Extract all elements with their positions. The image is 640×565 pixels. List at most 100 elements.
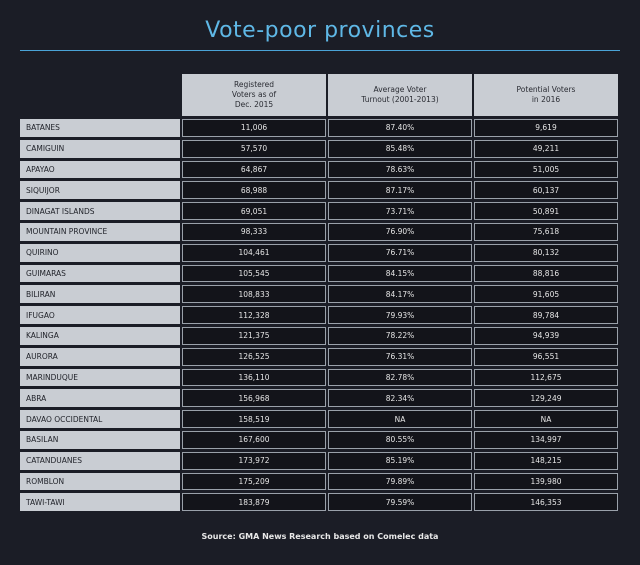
table-row: DINAGAT ISLANDS 69,051 73.71% 50,891: [20, 202, 618, 220]
table-row: QUIRINO 104,461 76.71% 80,132: [20, 243, 618, 262]
voter-turnout-cell: 78.22%: [328, 326, 472, 345]
voter-turnout-cell: 84.17%: [328, 285, 472, 304]
table-row: MOUNTAIN PROVINCE 98,333 76.90% 75,618: [20, 222, 618, 241]
potential-voters-cell: 112,675: [474, 368, 618, 387]
potential-voters-cell: 129,249: [474, 389, 618, 408]
registered-voters-cell: 112,328: [182, 306, 326, 324]
potential-voters-cell: 50,891: [474, 202, 618, 220]
province-name-cell: BILIRAN: [20, 285, 180, 304]
potential-voters-cell: NA: [474, 410, 618, 428]
province-name-cell: MOUNTAIN PROVINCE: [20, 222, 180, 241]
potential-voters-cell: 96,551: [474, 347, 618, 366]
page-title: Vote-poor provinces: [205, 18, 435, 43]
potential-voters-cell: 146,353: [474, 493, 618, 512]
registered-voters-cell: 68,988: [182, 181, 326, 200]
province-name-cell: GUIMARAS: [20, 264, 180, 283]
province-name-cell: DAVAO OCCIDENTAL: [20, 410, 180, 428]
voter-turnout-cell: 79.59%: [328, 493, 472, 512]
potential-voters-cell: 91,605: [474, 285, 618, 304]
column-header-turnout: Average Voter Turnout (2001-2013): [328, 74, 472, 116]
title-underline: [20, 50, 620, 51]
voter-turnout-cell: 82.78%: [328, 368, 472, 387]
voter-turnout-cell: 76.31%: [328, 347, 472, 366]
province-name-cell: CAMIGUIN: [20, 139, 180, 158]
province-name-cell: TAWI-TAWI: [20, 493, 180, 512]
potential-voters-cell: 88,816: [474, 264, 618, 283]
potential-voters-cell: 9,619: [474, 119, 618, 137]
registered-voters-cell: 11,006: [182, 119, 326, 137]
potential-voters-cell: 51,005: [474, 160, 618, 179]
voter-turnout-cell: 85.19%: [328, 451, 472, 470]
table-row: IFUGAO 112,328 79.93% 89,784: [20, 306, 618, 324]
table-row: BILIRAN 108,833 84.17% 91,605: [20, 285, 618, 304]
table-row: GUIMARAS 105,545 84.15% 88,816: [20, 264, 618, 283]
registered-voters-cell: 104,461: [182, 243, 326, 262]
potential-voters-cell: 94,939: [474, 326, 618, 345]
potential-voters-cell: 49,211: [474, 139, 618, 158]
table-row: CATANDUANES 173,972 85.19% 148,215: [20, 451, 618, 470]
potential-voters-cell: 75,618: [474, 222, 618, 241]
voter-turnout-cell: 87.17%: [328, 181, 472, 200]
voter-turnout-cell: 79.89%: [328, 472, 472, 491]
potential-voters-cell: 134,997: [474, 430, 618, 449]
table-body: BATANES 11,006 87.40% 9,619 CAMIGUIN 57,570 85…: [20, 119, 618, 512]
province-name-cell: MARINDUQUE: [20, 368, 180, 387]
registered-voters-cell: 175,209: [182, 472, 326, 491]
registered-voters-cell: 57,570: [182, 139, 326, 158]
province-name-cell: KALINGA: [20, 326, 180, 345]
province-name-cell: ROMBLON: [20, 472, 180, 491]
table-row: AURORA 126,525 76.31% 96,551: [20, 347, 618, 366]
voter-turnout-cell: 79.93%: [328, 306, 472, 324]
voter-turnout-cell: 80.55%: [328, 430, 472, 449]
table-row: APAYAO 64,867 78.63% 51,005: [20, 160, 618, 179]
registered-voters-cell: 121,375: [182, 326, 326, 345]
table-row: ABRA 156,968 82.34% 129,249: [20, 389, 618, 408]
voter-turnout-cell: 76.90%: [328, 222, 472, 241]
province-name-cell: BASILAN: [20, 430, 180, 449]
table-row: ROMBLON 175,209 79.89% 139,980: [20, 472, 618, 491]
voter-turnout-cell: 85.48%: [328, 139, 472, 158]
registered-voters-cell: 69,051: [182, 202, 326, 220]
registered-voters-cell: 173,972: [182, 451, 326, 470]
header-corner: [20, 74, 180, 116]
table-row: DAVAO OCCIDENTAL 158,519 NA NA: [20, 410, 618, 428]
table-row: BATANES 11,006 87.40% 9,619: [20, 119, 618, 137]
table-row: TAWI-TAWI 183,879 79.59% 146,353: [20, 493, 618, 512]
vote-poor-table: Registered Voters as of Dec. 2015 Averag…: [18, 71, 620, 514]
registered-voters-cell: 64,867: [182, 160, 326, 179]
potential-voters-cell: 80,132: [474, 243, 618, 262]
registered-voters-cell: 183,879: [182, 493, 326, 512]
registered-voters-cell: 98,333: [182, 222, 326, 241]
potential-voters-cell: 89,784: [474, 306, 618, 324]
table-row: MARINDUQUE 136,110 82.78% 112,675: [20, 368, 618, 387]
province-name-cell: ABRA: [20, 389, 180, 408]
province-name-cell: SIQUIJOR: [20, 181, 180, 200]
potential-voters-cell: 139,980: [474, 472, 618, 491]
source-note: Source: GMA News Research based on Comel…: [201, 532, 439, 541]
province-name-cell: QUIRINO: [20, 243, 180, 262]
header-row: Registered Voters as of Dec. 2015 Averag…: [20, 74, 618, 116]
province-name-cell: DINAGAT ISLANDS: [20, 202, 180, 220]
voter-turnout-cell: 76.71%: [328, 243, 472, 262]
registered-voters-cell: 156,968: [182, 389, 326, 408]
province-name-cell: CATANDUANES: [20, 451, 180, 470]
province-name-cell: IFUGAO: [20, 306, 180, 324]
voter-turnout-cell: 82.34%: [328, 389, 472, 408]
table-row: CAMIGUIN 57,570 85.48% 49,211: [20, 139, 618, 158]
registered-voters-cell: 108,833: [182, 285, 326, 304]
registered-voters-cell: 167,600: [182, 430, 326, 449]
table-row: BASILAN 167,600 80.55% 134,997: [20, 430, 618, 449]
voter-turnout-cell: NA: [328, 410, 472, 428]
column-header-potential: Potential Voters in 2016: [474, 74, 618, 116]
registered-voters-cell: 105,545: [182, 264, 326, 283]
table-row: SIQUIJOR 68,988 87.17% 60,137: [20, 181, 618, 200]
voter-turnout-cell: 73.71%: [328, 202, 472, 220]
province-name-cell: AURORA: [20, 347, 180, 366]
table-row: KALINGA 121,375 78.22% 94,939: [20, 326, 618, 345]
registered-voters-cell: 158,519: [182, 410, 326, 428]
voter-turnout-cell: 87.40%: [328, 119, 472, 137]
registered-voters-cell: 126,525: [182, 347, 326, 366]
potential-voters-cell: 148,215: [474, 451, 618, 470]
province-name-cell: APAYAO: [20, 160, 180, 179]
potential-voters-cell: 60,137: [474, 181, 618, 200]
